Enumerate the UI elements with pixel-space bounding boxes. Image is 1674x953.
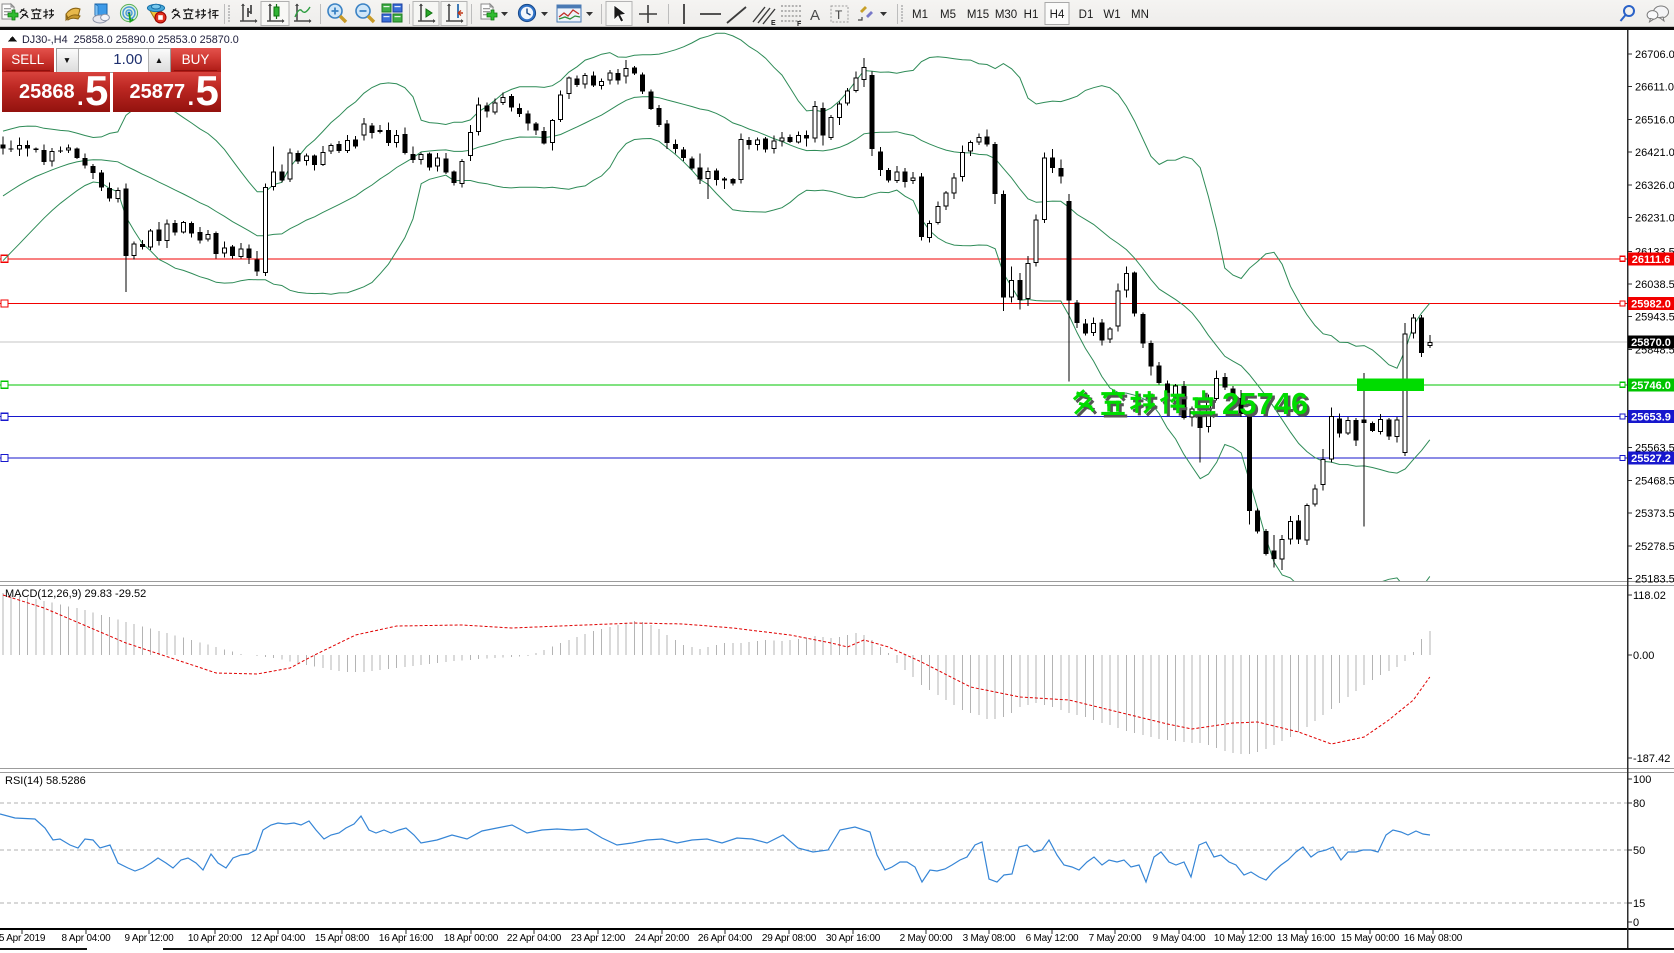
svg-text:26421.0: 26421.0 xyxy=(1635,147,1674,159)
svg-text:25278.5: 25278.5 xyxy=(1635,541,1674,553)
svg-text:25527.2: 25527.2 xyxy=(1631,453,1671,465)
svg-text:10 Apr 20:00: 10 Apr 20:00 xyxy=(188,933,243,944)
svg-text:T: T xyxy=(835,8,843,22)
svg-text:H1: H1 xyxy=(1024,9,1039,21)
svg-text:26 Apr 04:00: 26 Apr 04:00 xyxy=(698,933,753,944)
svg-text:25468.5: 25468.5 xyxy=(1635,475,1674,487)
svg-text:M1: M1 xyxy=(912,9,928,21)
svg-text:15 May 00:00: 15 May 00:00 xyxy=(1341,933,1400,944)
svg-text:9 May 04:00: 9 May 04:00 xyxy=(1153,933,1206,944)
svg-text:16 May 08:00: 16 May 08:00 xyxy=(1404,933,1463,944)
svg-text:H4: H4 xyxy=(1050,9,1065,21)
svg-text:24 Apr 20:00: 24 Apr 20:00 xyxy=(635,933,690,944)
svg-text:12 Apr 04:00: 12 Apr 04:00 xyxy=(251,933,306,944)
svg-text:25183.5: 25183.5 xyxy=(1635,574,1674,586)
svg-text:M15: M15 xyxy=(967,9,989,21)
svg-text:22 Apr 04:00: 22 Apr 04:00 xyxy=(507,933,562,944)
svg-text:RSI(14) 58.5286: RSI(14) 58.5286 xyxy=(5,775,86,787)
svg-text:26038.5: 26038.5 xyxy=(1635,279,1674,291)
svg-text:MN: MN xyxy=(1131,9,1149,21)
svg-text:A: A xyxy=(810,7,820,24)
svg-text:29 Apr 08:00: 29 Apr 08:00 xyxy=(762,933,817,944)
svg-text:5 Apr 2019: 5 Apr 2019 xyxy=(0,933,46,944)
svg-text:15: 15 xyxy=(1633,898,1645,910)
svg-text:118.02: 118.02 xyxy=(1633,590,1666,602)
svg-text:25653.9: 25653.9 xyxy=(1631,412,1671,424)
svg-text:-187.42: -187.42 xyxy=(1633,753,1670,765)
svg-text:100: 100 xyxy=(1633,774,1651,786)
svg-text:DJ30-,H4 25858.0 25890.0 2585: DJ30-,H4 25858.0 25890.0 25853.0 25870.0 xyxy=(22,34,239,46)
svg-text:25943.5: 25943.5 xyxy=(1635,312,1674,324)
svg-text:26706.0: 26706.0 xyxy=(1635,49,1674,61)
svg-text:25746: 25746 xyxy=(1225,389,1311,424)
svg-text:25373.5: 25373.5 xyxy=(1635,508,1674,520)
svg-text:10 May 12:00: 10 May 12:00 xyxy=(1214,933,1273,944)
svg-text:13 May 16:00: 13 May 16:00 xyxy=(1277,933,1336,944)
svg-text:18 Apr 00:00: 18 Apr 00:00 xyxy=(444,933,499,944)
svg-text:23 Apr 12:00: 23 Apr 12:00 xyxy=(571,933,626,944)
svg-text:M5: M5 xyxy=(940,9,956,21)
svg-text:F: F xyxy=(797,21,802,28)
svg-text:26111.6: 26111.6 xyxy=(1632,254,1671,266)
svg-text:25982.0: 25982.0 xyxy=(1631,299,1671,311)
svg-text:30 Apr 16:00: 30 Apr 16:00 xyxy=(826,933,881,944)
svg-text:26231.0: 26231.0 xyxy=(1635,213,1674,225)
svg-text:50: 50 xyxy=(1633,845,1645,857)
svg-text:26133.5: 26133.5 xyxy=(1635,246,1674,258)
svg-text:25746.0: 25746.0 xyxy=(1631,380,1671,392)
svg-text:26516.0: 26516.0 xyxy=(1635,115,1674,127)
svg-text:MACD(12,26,9) 29.83 -29.52: MACD(12,26,9) 29.83 -29.52 xyxy=(5,588,146,600)
svg-text:8 Apr 04:00: 8 Apr 04:00 xyxy=(62,933,112,944)
svg-text:6 May 12:00: 6 May 12:00 xyxy=(1026,933,1079,944)
svg-text:M30: M30 xyxy=(995,9,1017,21)
svg-text:16 Apr 16:00: 16 Apr 16:00 xyxy=(379,933,434,944)
svg-text:80: 80 xyxy=(1633,798,1645,810)
svg-text:25746: 25746 xyxy=(1222,386,1308,421)
svg-text:D1: D1 xyxy=(1079,9,1094,21)
svg-text:3 May 08:00: 3 May 08:00 xyxy=(963,933,1016,944)
svg-text:9 Apr 12:00: 9 Apr 12:00 xyxy=(125,933,175,944)
svg-text:15 Apr 08:00: 15 Apr 08:00 xyxy=(315,933,370,944)
svg-text:W1: W1 xyxy=(1103,9,1120,21)
svg-text:0.00: 0.00 xyxy=(1633,650,1654,662)
svg-text:25870.0: 25870.0 xyxy=(1631,337,1671,349)
svg-text:0: 0 xyxy=(1633,917,1639,929)
svg-text:7 May 20:00: 7 May 20:00 xyxy=(1089,933,1142,944)
svg-text:2 May 00:00: 2 May 00:00 xyxy=(900,933,953,944)
svg-text:26611.0: 26611.0 xyxy=(1635,82,1674,94)
svg-text:E: E xyxy=(771,20,776,27)
svg-text:26326.0: 26326.0 xyxy=(1635,180,1674,192)
